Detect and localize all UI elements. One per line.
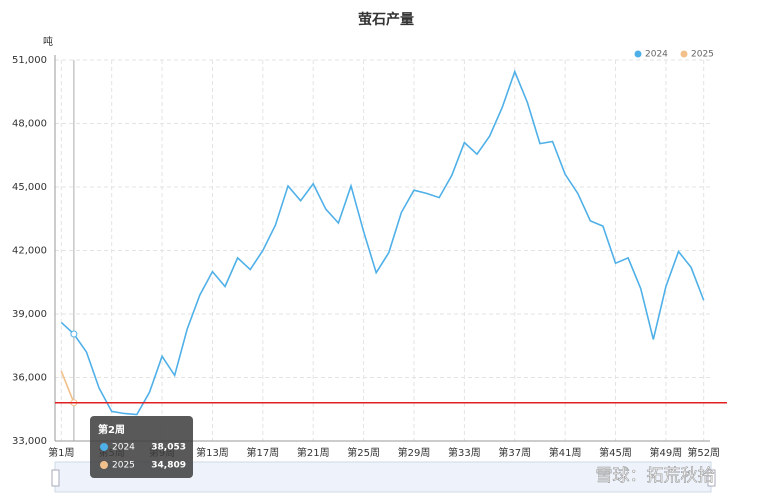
x-tick-label: 第25周	[347, 446, 380, 459]
legend-marker	[634, 50, 642, 58]
tooltip-value: 34,809	[151, 461, 186, 471]
tooltip-title: 第2周	[98, 423, 125, 436]
x-tick-label: 第52周	[687, 446, 720, 459]
y-tick-label: 51,000	[12, 55, 47, 66]
x-tick-label: 第45周	[599, 446, 632, 459]
hover-point	[70, 330, 78, 338]
x-tick-label: 第33周	[448, 446, 481, 459]
zoom-handle[interactable]	[707, 469, 716, 487]
tooltip-value: 38,053	[151, 443, 186, 453]
legend-label: 2025	[691, 50, 714, 60]
x-tick-label: 第21周	[297, 446, 330, 459]
watermark: 雪球：拓荒秋拾	[596, 466, 715, 486]
zoom-handle[interactable]	[51, 469, 60, 487]
y-unit: 吨	[43, 35, 53, 48]
x-tick-label: 第29周	[398, 446, 431, 459]
x-tick-label: 第49周	[650, 446, 683, 459]
y-tick-label: 48,000	[12, 119, 47, 130]
x-tick-label: 第1周	[48, 446, 74, 459]
tooltip-marker	[100, 461, 108, 469]
y-tick-label: 33,000	[12, 436, 47, 447]
tooltip-marker	[100, 443, 108, 451]
y-tick-label: 36,000	[12, 373, 47, 384]
tooltip-series: 2024	[112, 443, 135, 453]
y-tick-label: 42,000	[12, 246, 47, 257]
series-line	[60, 69, 705, 416]
legend-marker	[680, 50, 688, 58]
chart-title: 萤石产量	[358, 11, 414, 28]
x-tick-label: 第17周	[246, 446, 279, 459]
y-tick-label: 39,000	[12, 309, 47, 320]
legend-label: 2024	[645, 50, 668, 60]
tooltip: 第2周 2024 38,053 2025 34,809	[90, 416, 193, 478]
series-line	[60, 370, 75, 404]
y-tick-label: 45,000	[12, 182, 47, 193]
tooltip-series: 2025	[112, 461, 135, 471]
x-tick-label: 第13周	[196, 446, 229, 459]
tooltip-box	[90, 416, 193, 478]
x-tick-label: 第37周	[498, 446, 531, 459]
x-tick-label: 第41周	[549, 446, 582, 459]
